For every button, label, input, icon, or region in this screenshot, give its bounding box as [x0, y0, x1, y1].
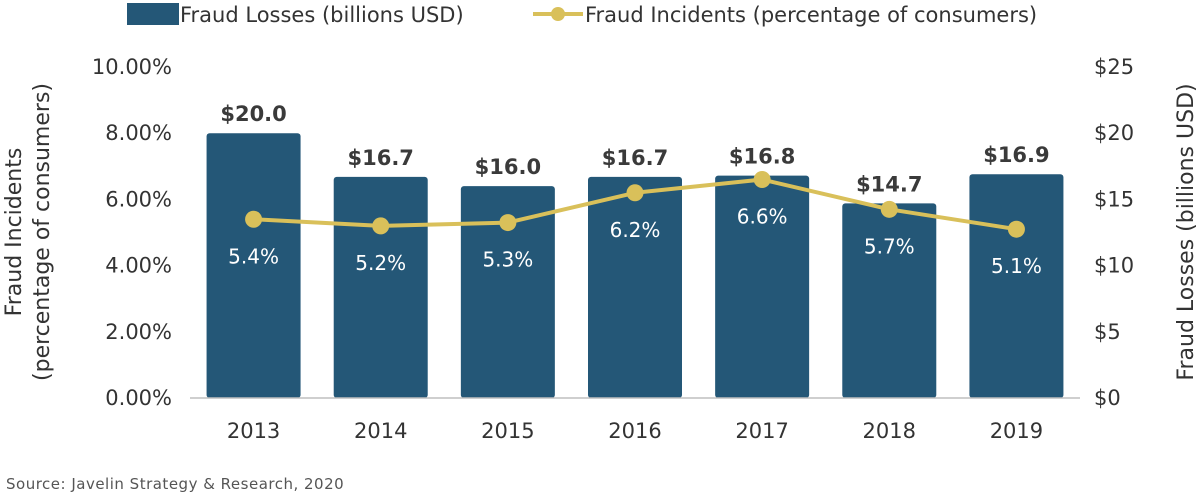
bar [460, 186, 555, 398]
legend: Fraud Losses (billions USD) Fraud Inciden… [127, 3, 1037, 27]
line-point [372, 217, 390, 235]
line-value-label: 5.2% [355, 251, 406, 275]
right-tick-label: $0 [1094, 386, 1121, 410]
line-value-label: 6.2% [610, 218, 661, 242]
source-note: Source: Javelin Strategy & Research, 202… [6, 475, 345, 493]
line-series: 5.4% 5.2% 5.3% 6.2% 6.6% 5.7% 5.1% [228, 171, 1042, 278]
right-tick-label: $10 [1094, 254, 1134, 278]
right-tick-label: $5 [1094, 320, 1121, 344]
line-point [753, 171, 771, 189]
right-tick-label: $25 [1094, 55, 1134, 79]
x-axis: 2013 2014 2015 2016 2017 2018 2019 [227, 419, 1043, 443]
bar [588, 176, 682, 398]
legend-bar-label: Fraud Losses (billions USD) [180, 3, 464, 27]
right-axis: $0 $5 $10 $15 $20 $25 [1094, 55, 1134, 410]
bar-value-label: $16.0 [475, 155, 541, 179]
bar-value-label: $16.7 [602, 146, 668, 170]
bar-value-label: $14.7 [856, 172, 922, 196]
x-tick-label: 2015 [481, 419, 534, 443]
x-tick-label: 2017 [735, 419, 788, 443]
left-tick-label: 0.00% [105, 386, 172, 410]
right-tick-label: $20 [1094, 121, 1134, 145]
legend-line-label: Fraud Incidents (percentage of consumers… [585, 3, 1037, 27]
legend-bar-swatch [127, 3, 179, 25]
x-tick-label: 2016 [608, 419, 661, 443]
right-tick-label: $15 [1094, 187, 1134, 211]
left-axis-title-line1: Fraud Incidents [2, 148, 27, 317]
line-value-label: 5.4% [228, 244, 279, 268]
left-axis-title-line2: (percentage of consumers) [30, 83, 55, 381]
x-tick-label: 2013 [227, 419, 280, 443]
x-tick-label: 2018 [863, 419, 916, 443]
legend-line-marker [551, 7, 565, 21]
line-value-label: 5.3% [482, 248, 533, 272]
left-tick-label: 6.00% [105, 187, 172, 211]
bar-value-label: $16.9 [983, 143, 1049, 167]
bar-value-label: $20.0 [220, 102, 286, 126]
bar [969, 174, 1064, 398]
line-value-label: 5.7% [864, 234, 915, 258]
line-point [626, 184, 644, 202]
line-point [499, 214, 517, 232]
x-tick-label: 2019 [990, 419, 1043, 443]
left-tick-label: 8.00% [105, 121, 172, 145]
bar [333, 176, 428, 398]
left-axis: 0.00% 2.00% 4.00% 6.00% 8.00% 10.00% [92, 55, 172, 410]
left-tick-label: 10.00% [92, 55, 172, 79]
x-tick-label: 2014 [354, 419, 407, 443]
left-tick-label: 2.00% [105, 320, 172, 344]
line-point [1007, 220, 1025, 238]
bar-series: $20.0 $16.7 $16.0 $16.7 $16.8 $14.7 $16.9 [206, 102, 1064, 398]
bar [842, 203, 937, 398]
line-point [880, 200, 898, 218]
left-tick-label: 4.00% [105, 254, 172, 278]
line-point [245, 210, 263, 228]
line-value-label: 6.6% [737, 205, 788, 229]
line-value-label: 5.1% [991, 254, 1042, 278]
bar [206, 133, 301, 398]
bar [715, 175, 810, 398]
bar-value-label: $16.8 [729, 145, 795, 169]
bar-value-label: $16.7 [347, 146, 413, 170]
right-axis-title: Fraud Losses (billions USD) [1174, 83, 1199, 380]
